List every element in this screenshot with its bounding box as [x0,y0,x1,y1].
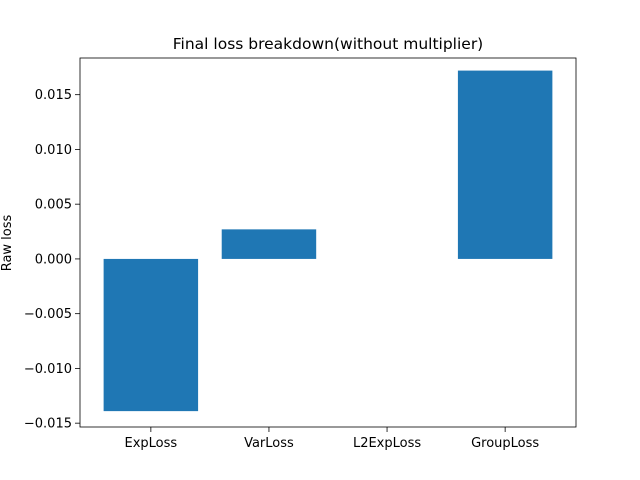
x-tick-label: L2ExpLoss [353,436,421,451]
y-tick-label: −0.015 [24,417,72,432]
bar-varloss [221,229,317,259]
y-tick-label: 0.005 [35,198,72,213]
bar-exploss [103,258,199,412]
x-tick-label: GroupLoss [471,436,539,451]
plot-area: −0.015 −0.010 −0.005 0.000 0.005 0.010 0.015 Ex… [24,57,577,451]
y-tick-label: −0.010 [24,362,72,377]
x-tick-label: ExpLoss [125,436,178,451]
y-tick-label: 0.015 [35,88,72,103]
bar-grouploss [457,70,553,259]
y-tick-label: −0.005 [24,307,72,322]
y-tick-label: 0.010 [35,143,72,158]
chart-title: Final loss breakdown(without multiplier) [173,35,483,53]
x-tick-label: VarLoss [244,436,294,451]
y-tick-label: 0.000 [35,252,72,267]
plot-frame [79,57,577,428]
y-axis-title: Raw loss [0,214,15,271]
